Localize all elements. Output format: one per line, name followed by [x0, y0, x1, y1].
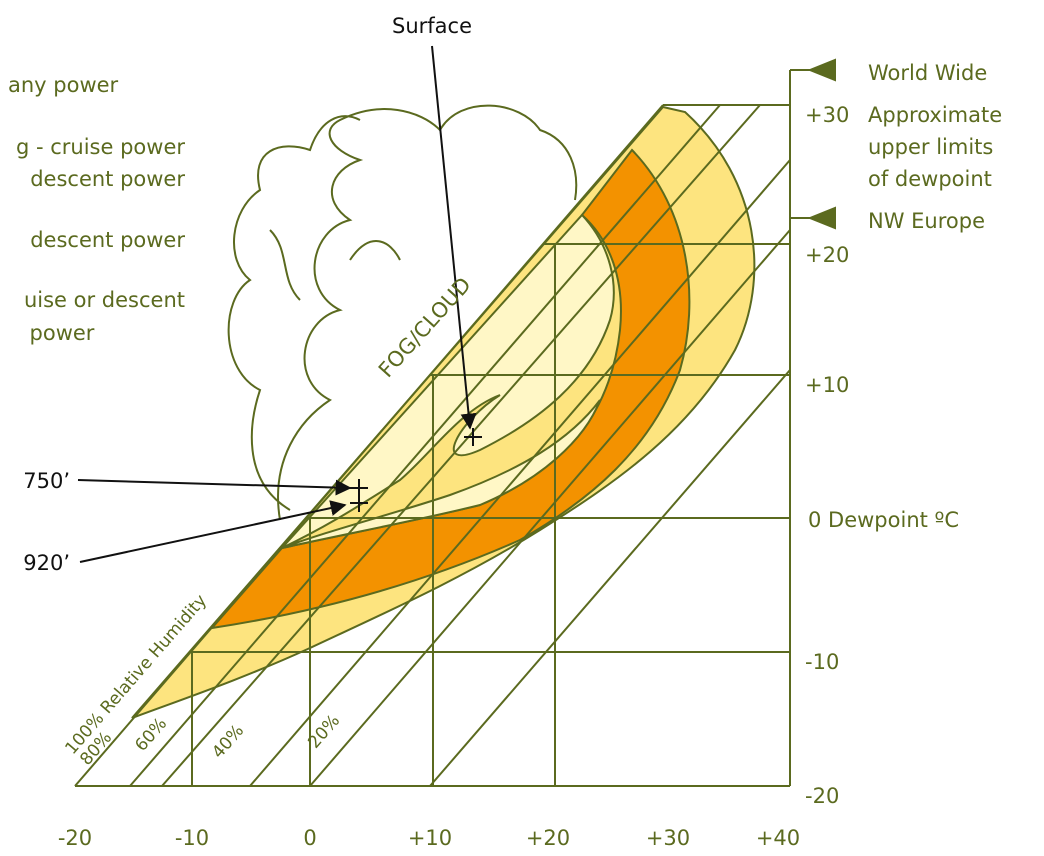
approx-label: upper limits: [868, 135, 993, 159]
altitude-label: 750’: [23, 469, 70, 493]
world-wide-label: World Wide: [868, 61, 987, 85]
approx-label: Approximate: [868, 103, 1002, 127]
y-tick-label: +10: [805, 373, 849, 397]
x-tick-label: -10: [175, 826, 209, 850]
humidity-label: 60%: [131, 714, 171, 756]
y-tick-label: +20: [805, 243, 849, 267]
x-tick-label: +40: [756, 826, 800, 850]
y-tick-label: -20: [805, 784, 839, 808]
diagram: any power g - cruise power descent power…: [0, 0, 1044, 856]
legend-item: uise or descent: [24, 288, 185, 312]
dewpoint-label: 0 Dewpoint ºC: [808, 508, 959, 532]
surface-label: Surface: [392, 14, 472, 38]
legend-item: descent power: [30, 167, 185, 191]
legend-item: g - cruise power: [16, 135, 185, 159]
x-tick-label: -20: [58, 826, 92, 850]
x-tick-label: +10: [408, 826, 452, 850]
legend-item: power: [30, 321, 95, 345]
y-tick-label: +30: [805, 103, 849, 127]
x-tick-label: +20: [526, 826, 570, 850]
nw-europe-label: NW Europe: [868, 209, 985, 233]
altitude-label: 920’: [23, 551, 70, 575]
y-tick-label: -10: [805, 650, 839, 674]
approx-label: of dewpoint: [868, 167, 992, 191]
x-tick-label: 0: [303, 826, 316, 850]
legend-item: descent power: [30, 228, 185, 252]
x-tick-label: +30: [646, 826, 690, 850]
legend-item: any power: [8, 73, 119, 97]
